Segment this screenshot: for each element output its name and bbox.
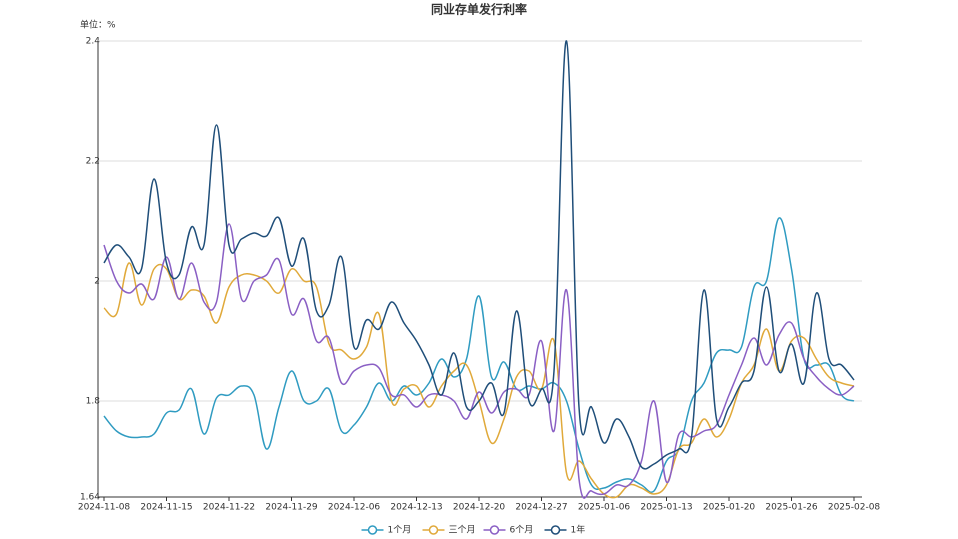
series-line <box>103 217 855 493</box>
x-tick-label: 2025-01-13 <box>640 503 692 513</box>
series-line <box>103 223 855 499</box>
x-tick-label: 2025-01-06 <box>578 503 631 513</box>
legend-item[interactable]: 6个月 <box>483 525 534 536</box>
x-tick-label: 2025-01-26 <box>765 503 818 513</box>
legend-item[interactable]: 三个月 <box>422 525 476 536</box>
y-unit-label: 单位：% <box>80 19 116 31</box>
x-tick-label: 2024-12-13 <box>390 503 442 513</box>
chart-title: 同业存单发行利率 <box>431 2 527 17</box>
legend-marker <box>428 525 439 535</box>
x-tick-label: 2024-12-20 <box>453 503 506 513</box>
x-tick-label: 2024-11-15 <box>140 503 192 513</box>
series-line <box>103 262 855 499</box>
legend-item[interactable]: 1个月 <box>361 525 412 536</box>
legend-label: 1个月 <box>388 525 412 536</box>
x-tick-label: 2024-11-29 <box>265 503 318 513</box>
series-line <box>103 40 855 470</box>
x-tick-label: 2024-11-08 <box>78 503 131 513</box>
x-tick-label: 2025-01-20 <box>703 503 756 513</box>
legend-label: 三个月 <box>449 525 476 536</box>
legend-item[interactable]: 1年 <box>544 524 586 536</box>
legend-label: 6个月 <box>510 525 534 536</box>
legend-marker <box>367 525 378 535</box>
y-tick-label: 1.8 <box>86 397 101 407</box>
y-tick-label: 2 <box>94 277 100 287</box>
legend-marker <box>550 525 561 535</box>
y-tick-label: 2.2 <box>86 157 100 167</box>
x-tick-label: 2024-12-27 <box>515 503 567 513</box>
x-tick-label: 2024-12-06 <box>328 503 381 513</box>
legend-label: 1年 <box>571 524 586 536</box>
y-tick-label: 2.4 <box>86 37 101 47</box>
legend-marker <box>489 525 500 535</box>
y-tick-label: 1.64 <box>80 493 100 503</box>
x-tick-label: 2024-11-22 <box>203 503 255 513</box>
x-tick-label: 2025-02-08 <box>828 503 881 513</box>
